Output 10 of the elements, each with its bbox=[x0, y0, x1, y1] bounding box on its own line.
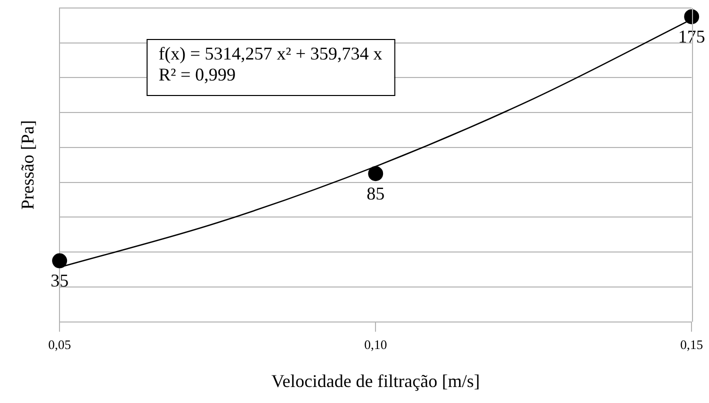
x-tick-label: 0,05 bbox=[48, 337, 71, 352]
annotation: R² = 0,999 bbox=[158, 64, 236, 85]
x-tick-label: 0,15 bbox=[680, 337, 703, 352]
data-label: 175 bbox=[678, 26, 706, 46]
y-axis-title: Pressão [Pa] bbox=[18, 120, 38, 210]
x-tick-label: 0,10 bbox=[364, 337, 387, 352]
x-axis-title: Velocidade de filtração [m/s] bbox=[271, 370, 480, 391]
data-label: 85 bbox=[366, 183, 385, 204]
data-label: 35 bbox=[50, 270, 69, 291]
annotation: f(x) = 5314,257 x² + 359,734 x bbox=[158, 44, 382, 64]
